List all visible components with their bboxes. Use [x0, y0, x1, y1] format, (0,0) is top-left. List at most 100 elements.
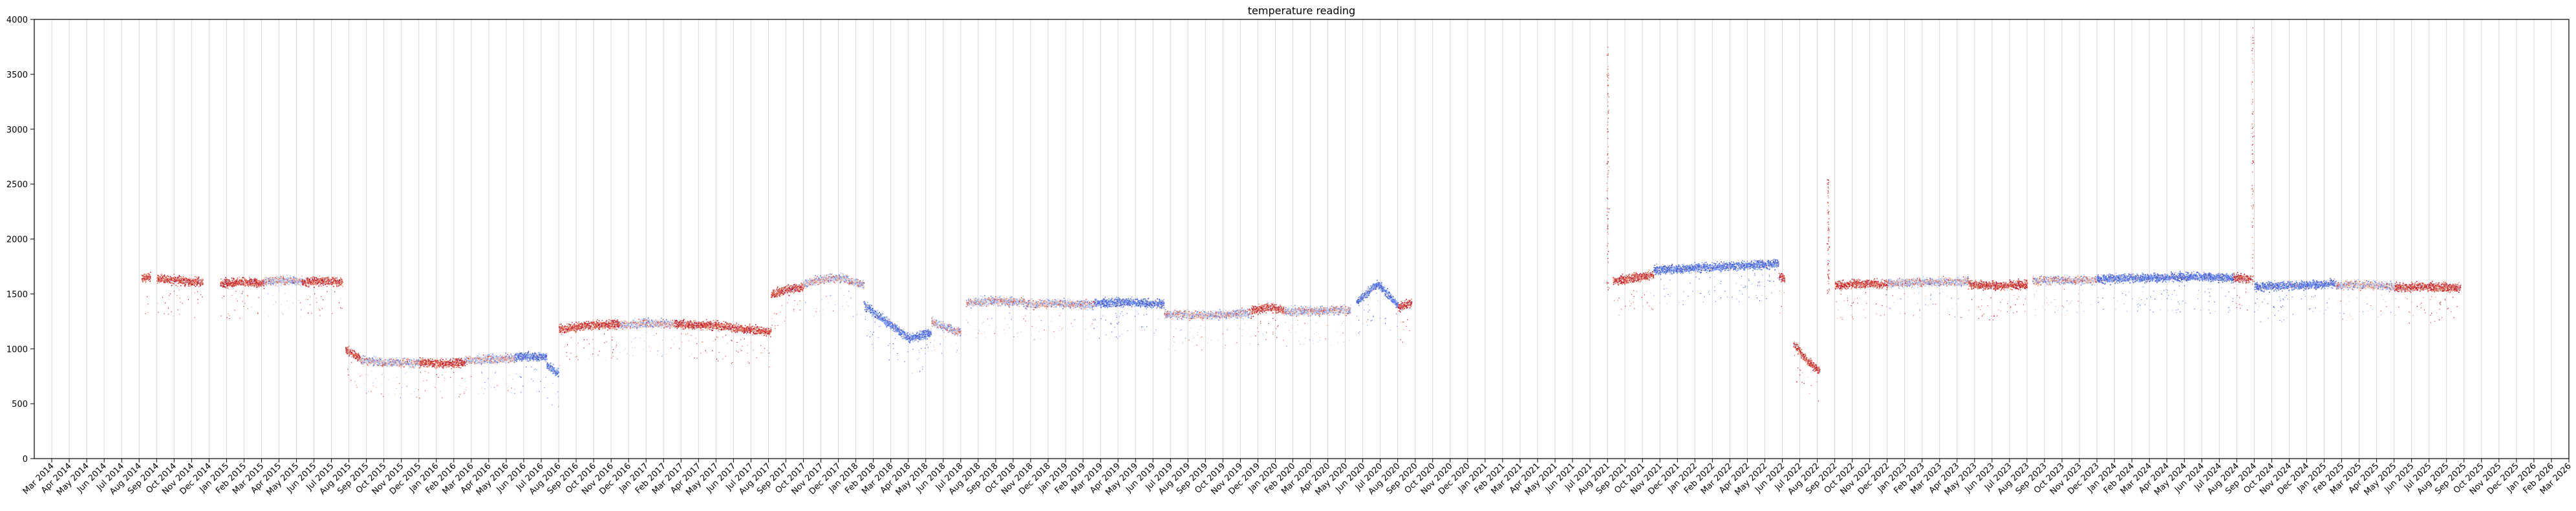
- data-point: [461, 364, 462, 365]
- data-point: [410, 358, 411, 360]
- data-point: [365, 362, 367, 364]
- data-point: [392, 359, 394, 360]
- data-point: [178, 275, 180, 276]
- data-point: [490, 361, 492, 363]
- data-point: [473, 357, 474, 359]
- data-point: [325, 278, 327, 280]
- data-point: [329, 278, 331, 280]
- data-point: [192, 278, 194, 280]
- data-point: [484, 363, 486, 364]
- data-point: [507, 354, 508, 355]
- data-point: [294, 277, 295, 278]
- data-point: [246, 283, 248, 284]
- data-point: [480, 356, 482, 357]
- data-point: [434, 361, 436, 362]
- data-point: [586, 321, 587, 322]
- data-point: [544, 358, 546, 360]
- data-point: [523, 358, 524, 360]
- data-point: [477, 355, 478, 356]
- data-point: [360, 356, 361, 357]
- data-point: [442, 364, 444, 365]
- data-point: [226, 284, 228, 285]
- data-point: [330, 281, 331, 282]
- data-point: [477, 362, 479, 364]
- data-point: [508, 358, 510, 360]
- data-point: [506, 358, 507, 359]
- data-point: [200, 283, 202, 285]
- data-point: [169, 278, 171, 280]
- data-point: [462, 365, 464, 367]
- data-point: [328, 283, 330, 284]
- data-point: [378, 363, 379, 365]
- data-point: [357, 360, 359, 362]
- data-point: [481, 371, 482, 373]
- data-point: [341, 279, 342, 281]
- data-point: [424, 363, 425, 364]
- data-point: [428, 361, 429, 362]
- data-point: [234, 279, 235, 281]
- data-point: [321, 280, 322, 282]
- data-point: [532, 358, 534, 360]
- data-point: [227, 285, 229, 287]
- data-point: [359, 358, 361, 360]
- data-point: [395, 364, 396, 365]
- data-point: [188, 283, 190, 285]
- data-point: [504, 358, 506, 360]
- data-point: [309, 279, 310, 280]
- data-point: [236, 284, 237, 285]
- data-point: [484, 389, 486, 390]
- data-point: [416, 361, 418, 363]
- data-point: [518, 355, 519, 356]
- data-point: [408, 367, 410, 369]
- data-point: [456, 365, 458, 367]
- data-point: [356, 353, 358, 354]
- data-point: [358, 358, 360, 360]
- data-point: [411, 361, 412, 363]
- data-point: [550, 368, 552, 369]
- data-point: [222, 285, 224, 287]
- data-point: [233, 277, 235, 279]
- data-point: [427, 358, 429, 360]
- data-point: [319, 280, 321, 281]
- data-point: [417, 364, 418, 365]
- data-point: [442, 367, 444, 369]
- data-point: [433, 386, 435, 387]
- data-point: [249, 277, 250, 279]
- data-point: [147, 303, 149, 305]
- data-point: [202, 283, 204, 285]
- data-point: [480, 358, 482, 359]
- data-point: [179, 277, 180, 279]
- data-point: [160, 279, 162, 280]
- data-point: [146, 273, 148, 275]
- data-point: [464, 391, 465, 393]
- data-point: [559, 324, 561, 325]
- data-point: [262, 281, 264, 282]
- data-point: [521, 356, 523, 358]
- data-point: [430, 364, 432, 366]
- data-point: [369, 357, 370, 359]
- data-point: [280, 276, 282, 277]
- data-point: [390, 362, 391, 364]
- data-point: [535, 353, 537, 355]
- data-point: [455, 361, 457, 362]
- data-point: [145, 279, 146, 280]
- data-point: [244, 278, 246, 280]
- data-point: [228, 285, 230, 287]
- data-point: [539, 359, 541, 361]
- data-point: [575, 326, 577, 328]
- data-point: [491, 358, 493, 359]
- data-point: [473, 362, 475, 363]
- data-point: [169, 281, 171, 283]
- data-point: [474, 358, 475, 360]
- data-point: [482, 361, 484, 363]
- data-point: [257, 281, 259, 283]
- data-point: [241, 281, 242, 283]
- data-point: [510, 353, 512, 355]
- data-point: [558, 371, 560, 373]
- data-point: [454, 359, 455, 360]
- data-point: [486, 359, 488, 361]
- data-point: [304, 279, 306, 281]
- data-point: [222, 278, 223, 279]
- data-point: [396, 365, 398, 367]
- data-point: [467, 362, 469, 364]
